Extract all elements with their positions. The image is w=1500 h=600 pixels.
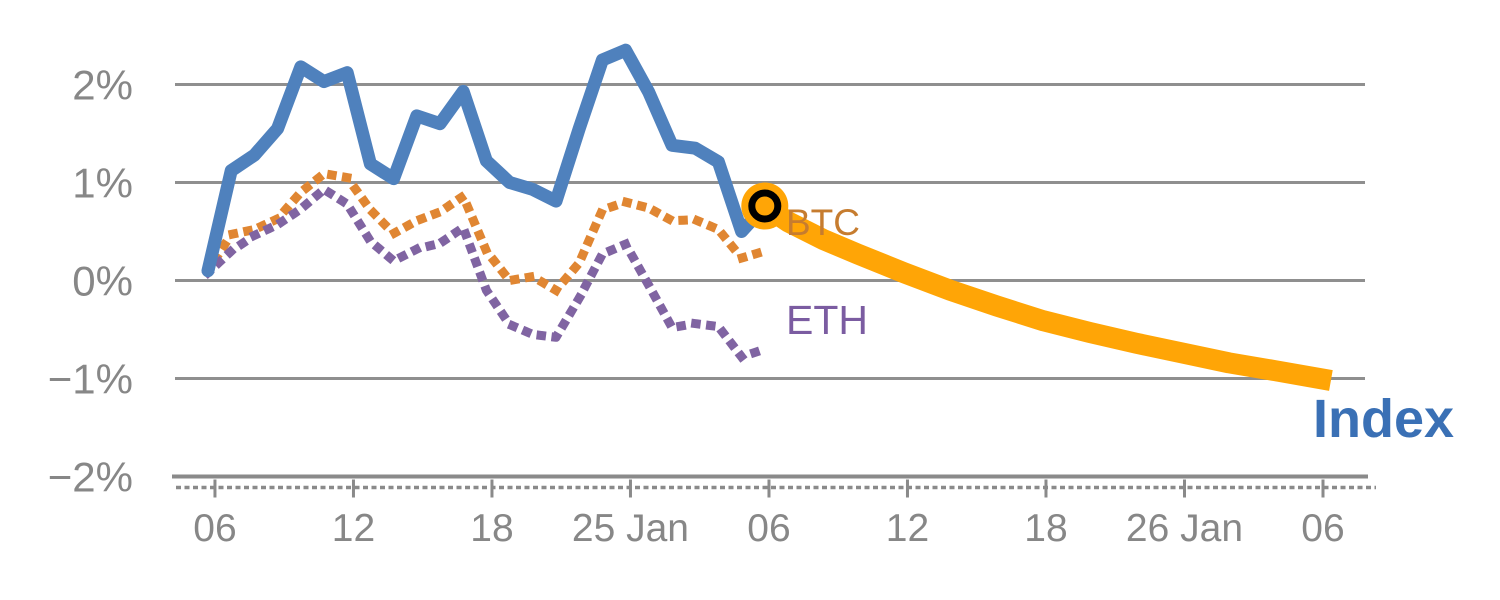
y-tick-label: 0% [72, 258, 133, 305]
x-tick-label: 06 [193, 507, 236, 550]
eth-series-label: ETH [786, 297, 868, 343]
btc-series-label: BTC [786, 202, 860, 243]
y-tick-label: 2% [72, 62, 133, 109]
x-tick-label: 12 [886, 507, 929, 550]
index-history-line [201, 43, 772, 278]
y-tick-label: −2% [48, 454, 133, 501]
x-tick-label: 18 [470, 507, 513, 550]
index-series-label: Index [1313, 389, 1455, 449]
y-tick-label: 1% [72, 160, 133, 207]
x-tick-label: 12 [332, 507, 375, 550]
forecast-start-marker-halo [741, 182, 789, 230]
x-tick-label: 06 [1301, 507, 1344, 550]
x-tick-label: 06 [747, 507, 790, 550]
x-tick-label: 18 [1024, 507, 1067, 550]
x-tick-label: 25 Jan [572, 507, 689, 550]
y-tick-label: −1% [48, 356, 133, 403]
btc-dotted-line [201, 169, 771, 295]
x-tick-label: 26 Jan [1126, 507, 1243, 550]
eth-dotted-line [201, 184, 771, 362]
forecast-start-marker [748, 189, 782, 223]
index-forecast-band [758, 197, 1333, 391]
